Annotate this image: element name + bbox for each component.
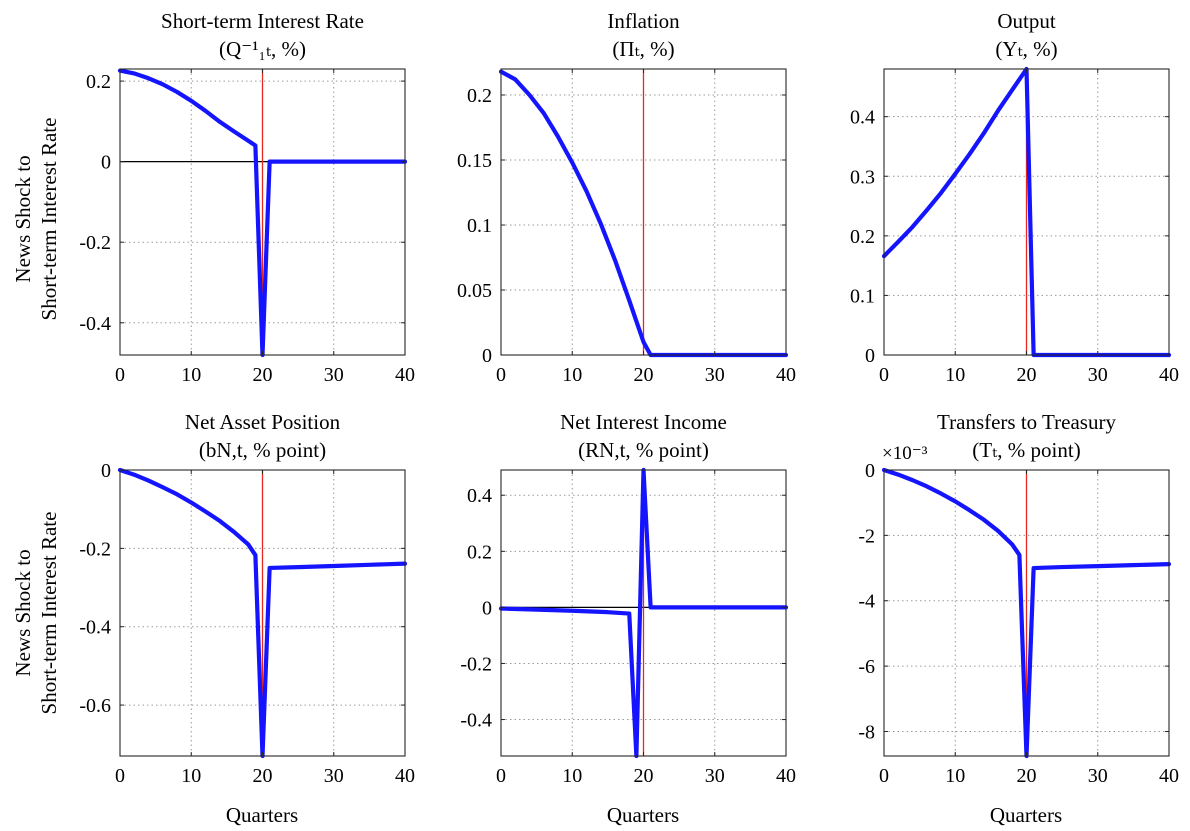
x-tick-label-1-2: 20 <box>253 364 273 386</box>
x-tick-label-5-3: 30 <box>705 765 725 787</box>
y-tick-label-3-3: 0.3 <box>850 166 875 188</box>
x-tick-label-6-1: 10 <box>945 765 965 787</box>
y-tick-label-1-0: -0.4 <box>79 313 111 335</box>
chart-title-3: Output <box>997 9 1056 33</box>
chart-title-5: Net Interest Income <box>560 410 727 434</box>
chart-panel-4: 0 10 20 30 40 -0.6 -0.4 -0.2 0 Net Asset Position… <box>79 410 415 787</box>
x-tick-label-3-2: 20 <box>1017 364 1037 386</box>
chart-subtitle-1: (Q⁻¹₁ₜ, %) <box>219 37 306 61</box>
x-tick-label-2-4: 40 <box>776 364 796 386</box>
xlabel-panel-5: Quarters <box>607 803 679 827</box>
x-tick-label-1-0: 0 <box>115 364 125 386</box>
x-tick-label-2-3: 30 <box>705 364 725 386</box>
x-tick-label-3-3: 30 <box>1088 364 1108 386</box>
chart-subtitle-4: (bN,t, % point) <box>199 438 326 462</box>
x-tick-label-5-4: 40 <box>776 765 796 787</box>
x-tick-label-6-4: 40 <box>1159 765 1179 787</box>
row1-ylabel-line2: Short-term Interest Rate <box>37 118 61 321</box>
series-line-5 <box>498 467 789 759</box>
y-tick-label-4-3: 0 <box>101 460 111 482</box>
chart-title-4: Net Asset Position <box>185 410 341 434</box>
chart-scale-label-6: ×10⁻³ <box>882 443 928 464</box>
xlabel-panel-6: Quarters <box>990 803 1062 827</box>
y-tick-label-5-0: -0.4 <box>460 710 492 732</box>
chart-title-6: Transfers to Treasury <box>937 410 1116 434</box>
y-tick-label-2-1: 0.05 <box>457 280 492 302</box>
y-tick-label-6-2: -4 <box>858 591 875 613</box>
y-tick-label-1-3: 0.2 <box>86 71 111 93</box>
series-line-1 <box>117 68 408 358</box>
y-tick-label-3-2: 0.2 <box>850 226 875 248</box>
y-tick-label-2-3: 0.15 <box>457 150 492 172</box>
x-tick-label-4-1: 10 <box>181 765 201 787</box>
y-tick-label-6-0: -8 <box>858 721 875 743</box>
chart-panel-3: 0 10 20 30 40 0 0.1 0.2 0.3 0.4 Output (Yₜ, %) <box>850 9 1179 386</box>
x-tick-label-2-0: 0 <box>496 364 506 386</box>
chart-panel-2: 0 10 20 30 40 0 0.05 0.1 0.15 0.2 Inflation (Πₜ, %) <box>457 9 796 386</box>
y-tick-label-3-4: 0.4 <box>850 107 875 129</box>
y-tick-label-3-1: 0.1 <box>850 285 875 307</box>
x-tick-label-5-2: 20 <box>634 765 654 787</box>
x-tick-label-5-0: 0 <box>496 765 506 787</box>
y-tick-label-2-0: 0 <box>482 345 492 367</box>
x-tick-label-1-4: 40 <box>395 364 415 386</box>
chart-title-1: Short-term Interest Rate <box>161 9 364 33</box>
x-tick-label-4-4: 40 <box>395 765 415 787</box>
series-line-6 <box>881 467 1172 759</box>
series-line-4 <box>117 467 408 759</box>
x-tick-label-2-2: 20 <box>634 364 654 386</box>
chart-title-2: Inflation <box>607 9 680 33</box>
chart-subtitle-5: (RN,t, % point) <box>578 438 709 462</box>
xlabel-panel-4: Quarters <box>226 803 298 827</box>
y-tick-label-2-4: 0.2 <box>467 85 492 107</box>
chart-subtitle-6: (Tₜ, % point) <box>972 438 1080 462</box>
y-tick-label-6-1: -6 <box>858 656 875 678</box>
y-tick-label-2-2: 0.1 <box>467 215 492 237</box>
y-tick-label-5-3: 0.2 <box>467 541 492 563</box>
row2-ylabel-line2: Short-term Interest Rate <box>37 512 61 715</box>
y-tick-label-4-2: -0.2 <box>79 538 111 560</box>
y-tick-label-5-2: 0 <box>482 597 492 619</box>
y-tick-label-5-1: -0.2 <box>460 653 492 675</box>
panels: 0 10 20 30 40 -0.4 -0.2 0 0.2 Short-term Interest… <box>79 9 1179 787</box>
x-tick-label-6-2: 20 <box>1017 765 1037 787</box>
y-tick-label-4-0: -0.6 <box>79 695 111 717</box>
x-tick-label-3-4: 40 <box>1159 364 1179 386</box>
chart-panel-5: 0 10 20 30 40 -0.4 -0.2 0 0.2 0.4 Net Interest Inc… <box>460 410 796 787</box>
y-tick-label-1-1: -0.2 <box>79 232 111 254</box>
x-tick-label-6-3: 30 <box>1088 765 1108 787</box>
x-tick-label-2-1: 10 <box>562 364 582 386</box>
x-tick-label-4-2: 20 <box>253 765 273 787</box>
x-tick-label-1-1: 10 <box>181 364 201 386</box>
x-tick-label-1-3: 30 <box>324 364 344 386</box>
y-tick-label-5-4: 0.4 <box>467 485 492 507</box>
x-tick-label-4-3: 30 <box>324 765 344 787</box>
x-tick-label-3-1: 10 <box>945 364 965 386</box>
chart-subtitle-2: (Πₜ, %) <box>612 37 674 61</box>
chart-subtitle-3: (Yₜ, %) <box>995 37 1057 61</box>
y-tick-label-6-3: -2 <box>858 525 875 547</box>
row1-ylabel-line1: News Shock to <box>11 155 35 282</box>
y-tick-label-4-1: -0.4 <box>79 617 111 639</box>
x-tick-label-5-1: 10 <box>562 765 582 787</box>
y-tick-label-6-4: 0 <box>865 460 875 482</box>
row2-ylabel-line1: News Shock to <box>11 549 35 676</box>
x-tick-label-6-0: 0 <box>879 765 889 787</box>
y-tick-label-3-0: 0 <box>865 345 875 367</box>
x-tick-label-3-0: 0 <box>879 364 889 386</box>
chart-panel-6: 0 10 20 30 40 -8 -6 -4 -2 0 Transfers to Treasury (… <box>858 410 1179 787</box>
x-tick-label-4-0: 0 <box>115 765 125 787</box>
chart-panel-1: 0 10 20 30 40 -0.4 -0.2 0 0.2 Short-term Interest… <box>79 9 415 386</box>
y-tick-label-1-2: 0 <box>101 152 111 174</box>
